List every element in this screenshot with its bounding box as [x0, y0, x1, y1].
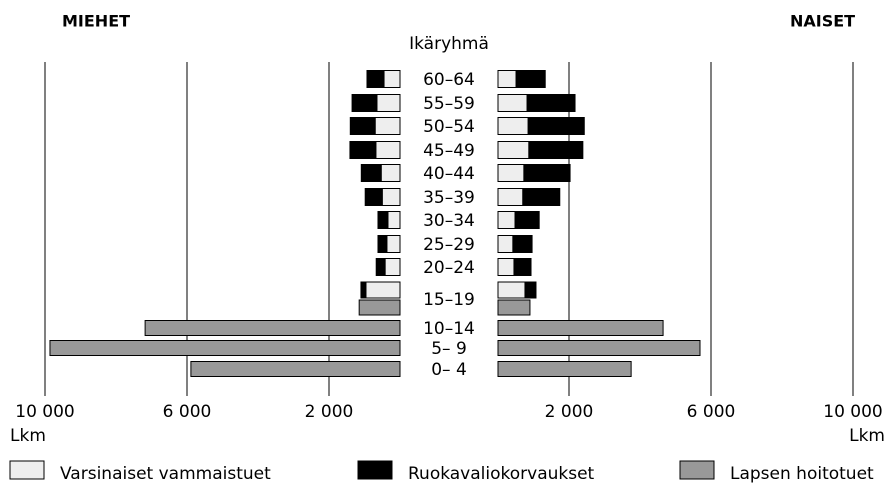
category-label: 50–54 — [423, 117, 475, 137]
bar-segment — [364, 188, 383, 206]
category-label: 30–34 — [423, 211, 475, 231]
bar-segment — [381, 188, 401, 206]
x-tick-label: 2 000 — [305, 402, 354, 422]
legend-swatch — [357, 460, 393, 480]
bar — [49, 340, 401, 356]
x-tick-label: 6 000 — [687, 402, 736, 422]
bar-segment — [349, 141, 377, 159]
bar — [144, 320, 401, 336]
x-tick-label: 6 000 — [163, 402, 212, 422]
category-label: 0– 4 — [431, 360, 467, 380]
category-label: 10–14 — [423, 319, 475, 339]
bar-segment — [527, 117, 585, 135]
side-title: MIEHET — [62, 12, 130, 31]
bar-segment — [515, 70, 546, 88]
x-tick-label: 10 000 — [823, 402, 882, 422]
x-tick-label: 10 000 — [15, 402, 74, 422]
bar-segment — [513, 258, 532, 276]
bar-segment — [377, 211, 389, 229]
bar-segment — [528, 141, 584, 159]
bar-segment — [497, 141, 530, 159]
legend-label: Ruokavaliokorvaukset — [408, 464, 595, 484]
bar-segment — [366, 70, 385, 88]
bar-segment — [365, 281, 401, 299]
category-label: 40–44 — [423, 164, 475, 184]
bar-segment — [384, 258, 401, 276]
legend-label: Lapsen hoitotuet — [730, 464, 874, 484]
bar-segment — [512, 235, 533, 253]
bar — [497, 361, 632, 377]
category-label: 55–59 — [423, 94, 475, 114]
x-unit: Lkm — [849, 426, 885, 446]
bar-segment — [497, 94, 528, 112]
bar — [190, 361, 401, 377]
bar-segment — [497, 164, 525, 182]
bar-segment — [514, 211, 540, 229]
category-label: 60–64 — [423, 70, 475, 90]
bar-segment — [387, 211, 401, 229]
x-tick-label: 2 000 — [545, 402, 594, 422]
category-label: 5– 9 — [431, 339, 467, 359]
bar-segment — [497, 235, 514, 253]
bar-segment — [360, 164, 382, 182]
bar — [358, 299, 401, 316]
bar-segment — [383, 70, 401, 88]
bar-segment — [497, 188, 524, 206]
bar-segment — [380, 164, 401, 182]
bar-segment — [497, 211, 516, 229]
bar-segment — [497, 258, 515, 276]
legend-swatch — [679, 460, 715, 480]
y-axis-label: Ikäryhmä — [409, 34, 489, 54]
bar-segment — [375, 141, 401, 159]
legend-swatch — [9, 460, 45, 480]
bar-segment — [497, 70, 517, 88]
bar-segment — [349, 117, 376, 135]
bar-segment — [386, 235, 401, 253]
bar-segment — [497, 281, 526, 299]
bar-segment — [351, 94, 378, 112]
legend-label: Varsinaiset vammaistuet — [60, 464, 271, 484]
bar — [497, 320, 664, 336]
bar — [497, 340, 701, 356]
bar-segment — [524, 281, 537, 299]
category-label: 20–24 — [423, 258, 475, 278]
x-unit: Lkm — [10, 426, 46, 446]
bar-segment — [360, 281, 367, 299]
bar-segment — [522, 188, 561, 206]
category-label: 15–19 — [423, 290, 475, 310]
bar-segment — [376, 94, 401, 112]
bar-segment — [377, 235, 388, 253]
bar-segment — [526, 94, 576, 112]
bar-segment — [374, 117, 401, 135]
side-title: NAISET — [790, 12, 855, 31]
category-label: 25–29 — [423, 235, 475, 255]
bar-segment — [497, 117, 529, 135]
bar-segment — [375, 258, 386, 276]
category-label: 35–39 — [423, 188, 475, 208]
bar — [497, 299, 531, 316]
bar-segment — [523, 164, 571, 182]
category-label: 45–49 — [423, 141, 475, 161]
